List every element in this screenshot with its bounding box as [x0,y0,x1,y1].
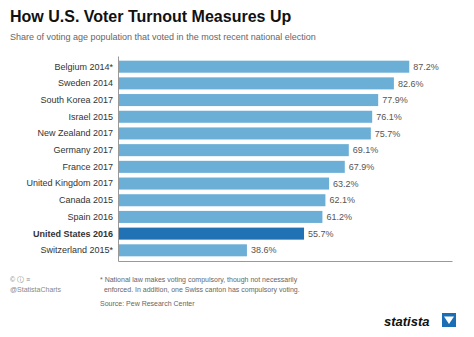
y-tick-label: United Kingdom 2017 [26,178,113,188]
bar [118,161,345,173]
data-label: 77.9% [382,95,408,105]
y-tick: Israel 2015 [68,112,113,122]
y-tick: United Kingdom 2017 [26,178,113,188]
y-tick-label: Canada 2015 [59,195,113,205]
data-label: 87.2% [413,62,439,72]
logo-square [442,313,456,327]
y-tick-label: Sweden 2014 [58,78,113,88]
source: Source: Pew Research Center [100,300,195,307]
bar [118,127,371,139]
bar [118,228,304,240]
data-label: 67.9% [349,162,375,172]
bar [118,144,349,156]
y-axis: Belgium 2014* Sweden 2014 South Korea 2017… [26,57,118,262]
data-label: 76.1% [376,112,402,122]
title: How U.S. Voter Turnout Measures Up [10,8,291,25]
data-labels: 87.2% 82.6% 77.9% 76.1% 75.7% 69.1% 67.9% 63.2%… [251,62,439,256]
y-tick-label: Spain 2016 [67,212,113,222]
footnote: * National law makes voting compulsory, … [100,276,298,284]
x-axis-line [119,261,453,262]
bar [118,111,372,123]
logo [442,313,456,327]
subtitle: Share of voting age population that vote… [10,32,316,42]
y-tick: Belgium 2014* [54,62,113,72]
data-label: 55.7% [308,229,334,239]
data-label: 62.1% [329,195,355,205]
data-label: 69.1% [353,145,379,155]
y-tick: New Zealand 2017 [37,128,113,138]
handle: @StatistaCharts [10,286,62,293]
bar [118,61,409,73]
y-tick: Germany 2017 [53,145,113,155]
bar [118,211,322,223]
y-tick: Sweden 2014 [58,78,113,88]
y-tick: Switzerland 2015* [40,245,113,255]
y-tick: Canada 2015 [59,195,113,205]
bar [118,178,329,190]
brand: statista [384,314,430,329]
bar [118,244,247,256]
bar [118,77,394,89]
y-tick: United States 2016 [33,229,113,239]
data-label: 82.6% [398,79,424,89]
y-tick: South Korea 2017 [40,95,113,105]
icons: © ⓘ ≡ [10,276,30,283]
y-tick-label: Germany 2017 [53,145,113,155]
y-tick: France 2017 [62,162,113,172]
x-axis [119,261,453,262]
y-tick-label: Israel 2015 [68,112,113,122]
bars [118,61,409,257]
bar [118,94,378,106]
footnote: enforced. In addition, one Swiss canton … [100,286,300,294]
data-label: 75.7% [375,129,401,139]
y-tick-label: France 2017 [62,162,113,172]
y-axis-line [118,57,119,262]
data-label: 61.2% [326,212,352,222]
bar [118,194,325,206]
data-label: 38.6% [251,245,277,255]
y-tick: Spain 2016 [67,212,113,222]
logo-arrow [444,317,454,325]
y-tick-label: New Zealand 2017 [37,128,113,138]
y-tick-label: South Korea 2017 [40,95,113,105]
y-tick-label: Belgium 2014* [54,62,113,72]
data-label: 63.2% [333,179,359,189]
y-tick-label: Switzerland 2015* [40,245,113,255]
y-tick-label: United States 2016 [33,229,113,239]
